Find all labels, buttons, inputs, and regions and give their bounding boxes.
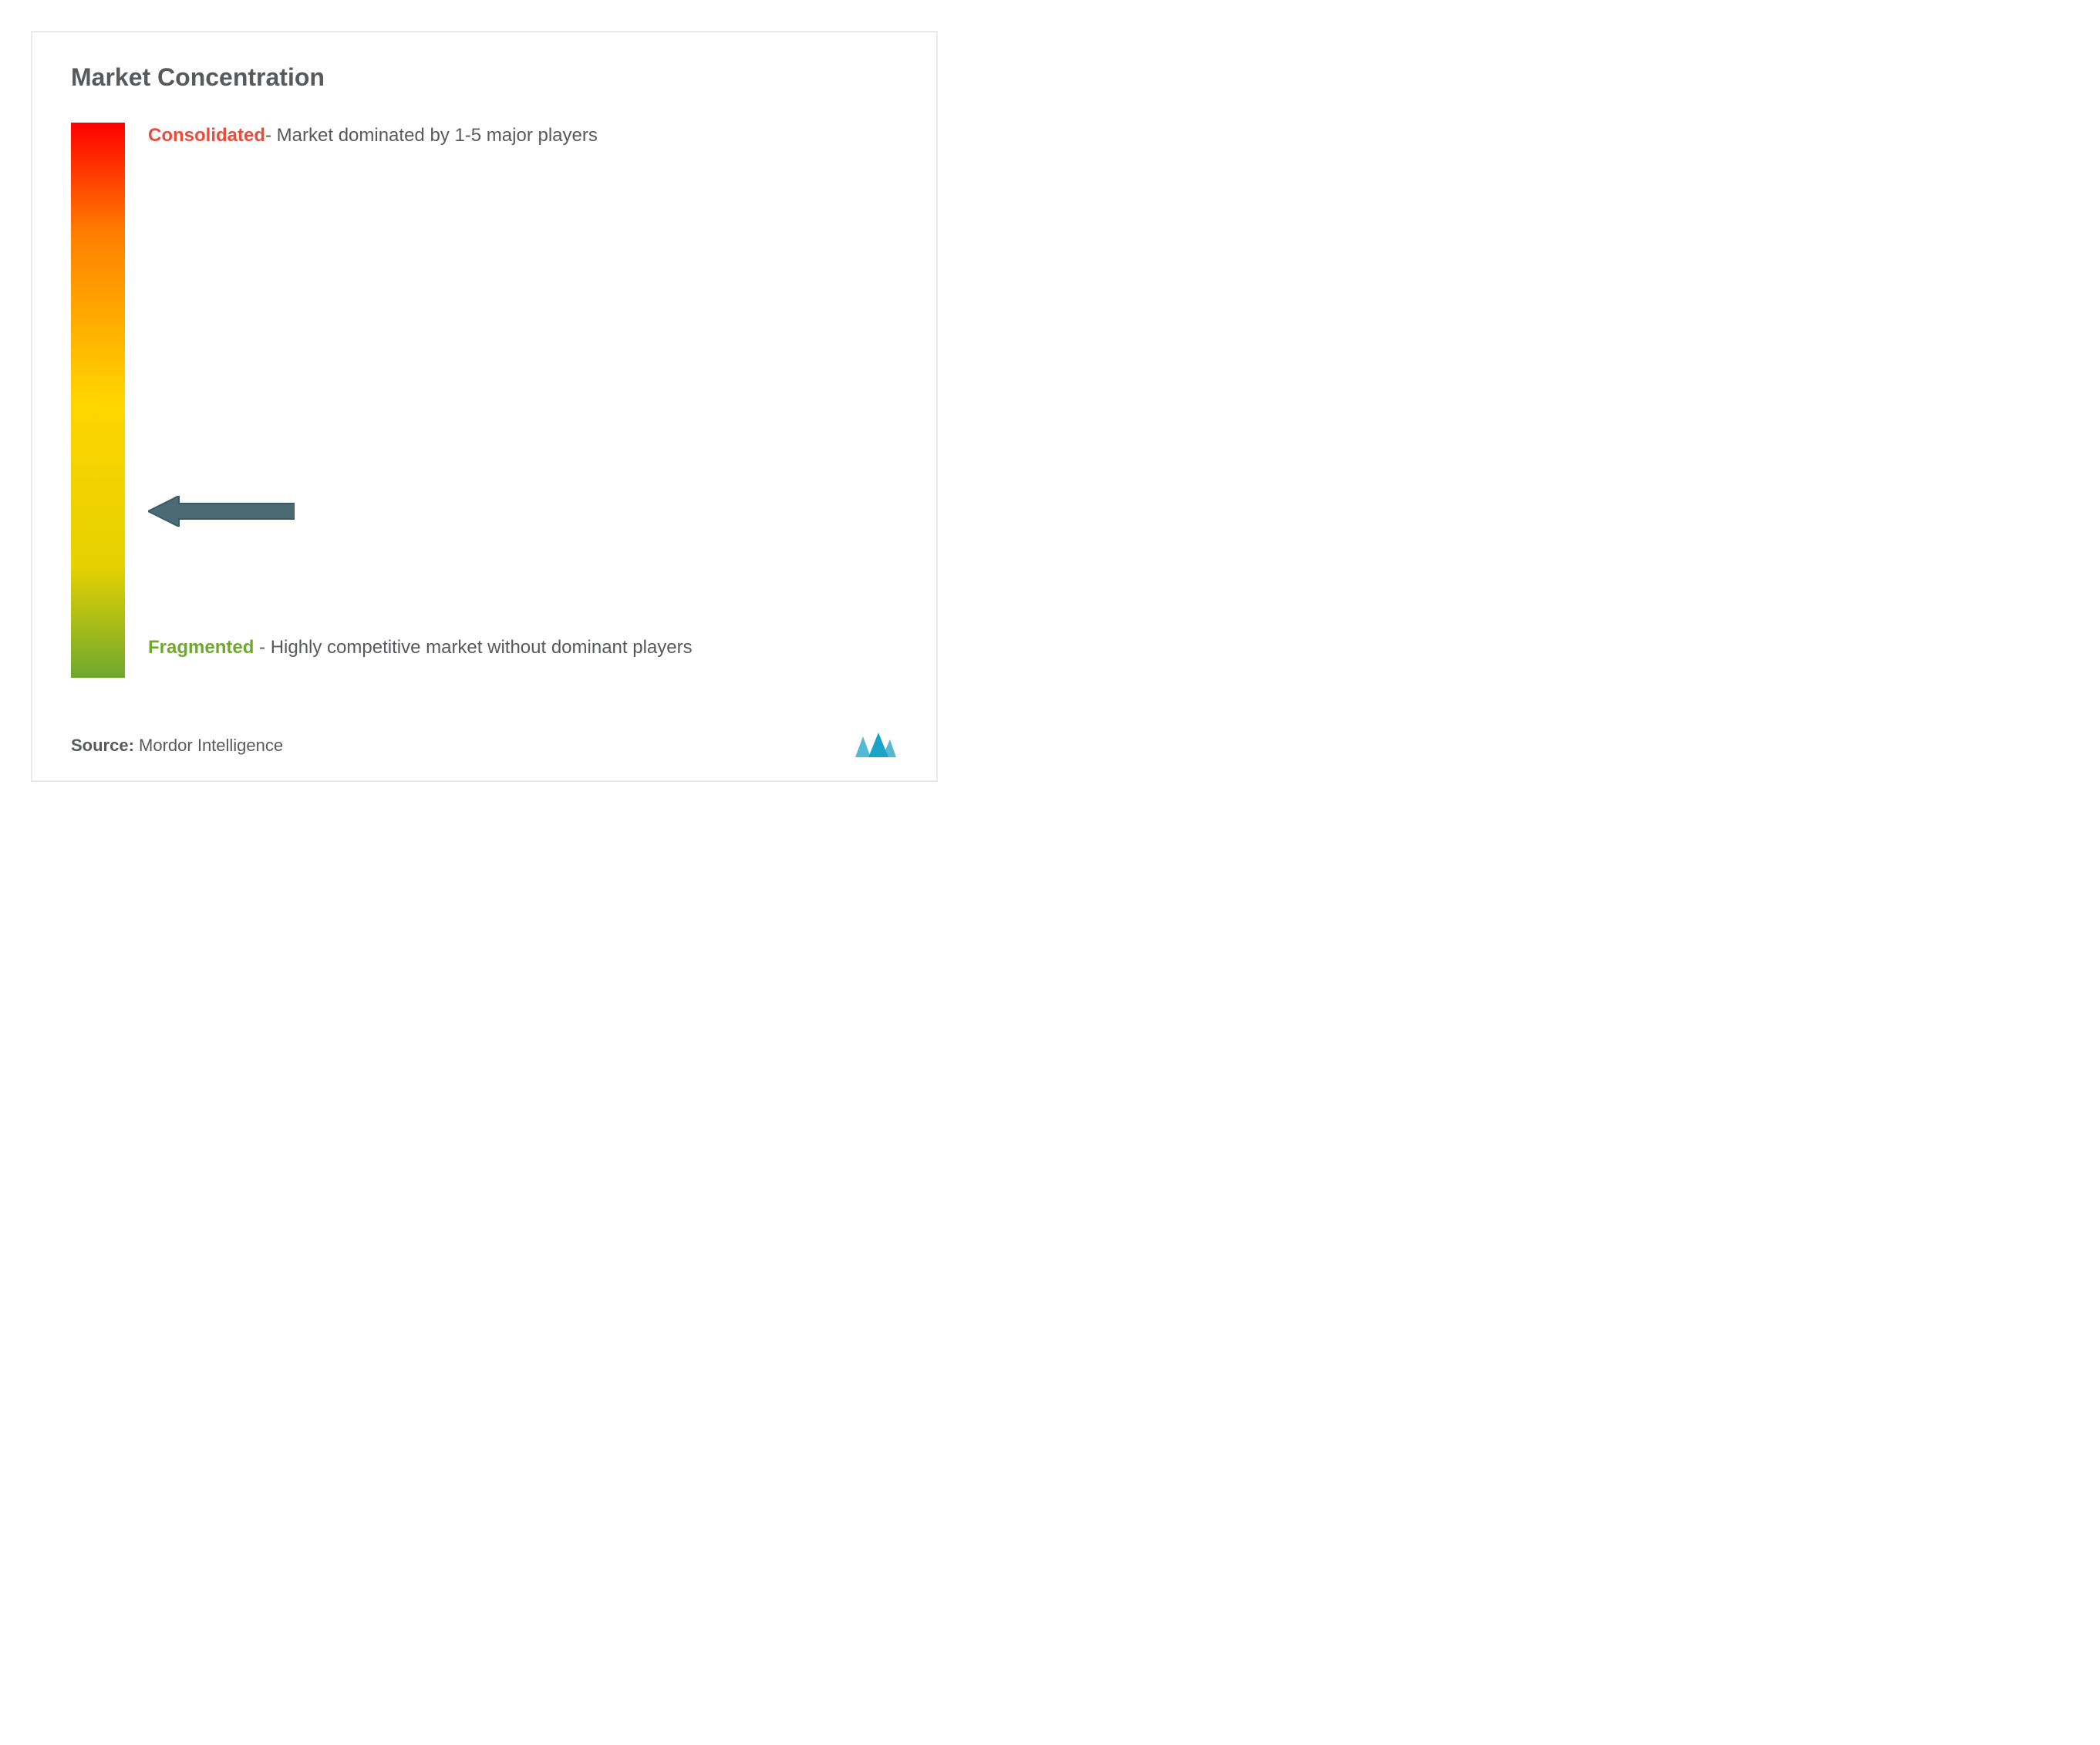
consolidated-label: Consolidated- Market dominated by 1-5 ma… [148,123,882,149]
content-area: Consolidated- Market dominated by 1-5 ma… [71,123,898,678]
labels-area: Consolidated- Market dominated by 1-5 ma… [125,123,898,678]
consolidated-description: - Market dominated by 1-5 major players [265,125,598,146]
concentration-gradient-bar [71,123,125,678]
fragmented-description: - Highly competitive market without domi… [254,637,692,658]
source-name: Mordor Intelligence [139,736,283,755]
source-label: Source: [71,736,139,755]
mordor-logo-icon [851,730,898,761]
fragmented-label: Fragmented - Highly competitive market w… [148,633,882,662]
chart-title: Market Concentration [71,63,898,92]
footer: Source: Mordor Intelligence [71,730,898,761]
consolidated-highlight: Consolidated [148,125,265,146]
position-indicator-arrow [148,496,295,527]
chart-container: Market Concentration Consolidated- Marke… [31,31,938,782]
source-text: Source: Mordor Intelligence [71,736,283,756]
fragmented-highlight: Fragmented [148,637,254,658]
